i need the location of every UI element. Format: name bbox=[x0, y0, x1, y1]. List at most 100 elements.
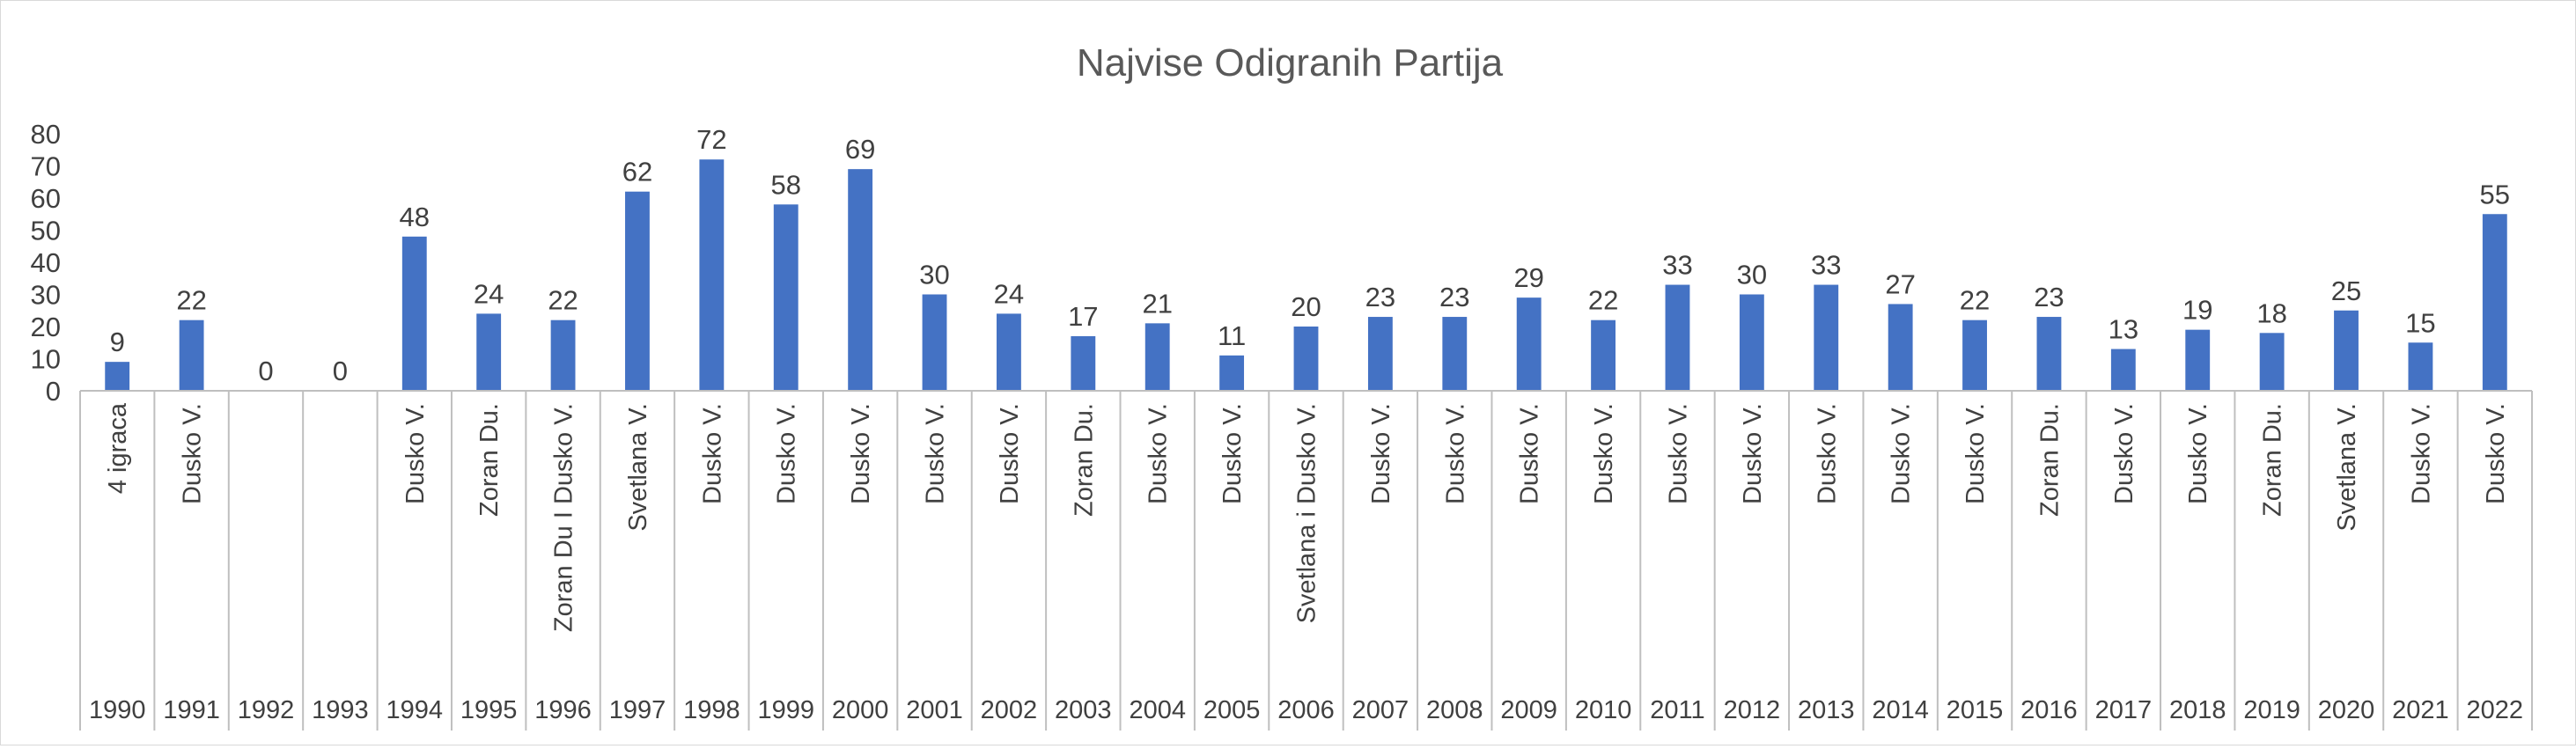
bar bbox=[1293, 327, 1319, 391]
category-year-label: 2022 bbox=[2467, 696, 2524, 724]
y-tick-label: 40 bbox=[31, 247, 61, 278]
data-label: 24 bbox=[474, 278, 504, 309]
bar bbox=[179, 319, 204, 391]
category-year-label: 2001 bbox=[906, 696, 963, 724]
data-label: 0 bbox=[333, 356, 348, 386]
category-year-label: 2013 bbox=[1798, 696, 1855, 724]
data-label: 29 bbox=[1513, 262, 1543, 293]
bar bbox=[996, 313, 1021, 391]
data-label: 27 bbox=[1885, 268, 1915, 299]
data-label: 23 bbox=[1439, 282, 1469, 312]
data-label: 17 bbox=[1068, 301, 1098, 332]
data-label: 62 bbox=[622, 157, 652, 187]
bar bbox=[848, 169, 873, 391]
data-label: 22 bbox=[1588, 285, 1618, 316]
bar bbox=[699, 159, 725, 391]
data-label: 18 bbox=[2256, 297, 2286, 328]
category-year-label: 2007 bbox=[1352, 696, 1409, 724]
category-player-label: Dusko V. bbox=[1590, 403, 1618, 504]
bar bbox=[1739, 294, 1764, 391]
category-player-label: Svetlana V. bbox=[624, 403, 652, 532]
category-year-label: 2006 bbox=[1277, 696, 1335, 724]
category-year-label: 2015 bbox=[1947, 696, 2004, 724]
y-tick-label: 60 bbox=[31, 183, 61, 214]
data-label: 48 bbox=[400, 202, 430, 232]
category-year-label: 1990 bbox=[89, 696, 146, 724]
category-year-label: 1993 bbox=[312, 696, 369, 724]
category-year-label: 2018 bbox=[2169, 696, 2226, 724]
category-player-label: Dusko V. bbox=[2110, 403, 2138, 504]
category-table: 1990 4 igraca 1991 Dusko V. 1992 1993 1994 Dusk… bbox=[79, 390, 2533, 731]
chart-title: Najvise Odigranih Partija bbox=[1077, 41, 1504, 84]
category-year-label: 1995 bbox=[460, 696, 518, 724]
data-label: 23 bbox=[1365, 282, 1395, 312]
category-year-label: 2017 bbox=[2095, 696, 2153, 724]
category-player-label: Dusko V. bbox=[1516, 403, 1544, 504]
category-player-label: Dusko V. bbox=[2184, 403, 2212, 504]
bar bbox=[105, 362, 130, 391]
data-label: 58 bbox=[771, 169, 801, 200]
data-label: 33 bbox=[1662, 250, 1692, 281]
bar bbox=[2482, 214, 2507, 391]
data-label: 24 bbox=[994, 278, 1024, 309]
bar bbox=[1962, 319, 1987, 391]
bar bbox=[625, 191, 650, 391]
category-player-label: Dusko V. bbox=[2407, 403, 2435, 504]
category-year-label: 2021 bbox=[2392, 696, 2449, 724]
data-labels: 9 22 0 0 48 24 22 62 72 58 69 30 24 17 21 11 20 23 23 29 22 3… bbox=[110, 124, 2510, 386]
data-label: 22 bbox=[1960, 285, 1990, 316]
category-player-label: Zoran Du. bbox=[1070, 403, 1098, 517]
bar bbox=[1591, 319, 1616, 391]
y-tick-label: 50 bbox=[31, 216, 61, 246]
data-label: 33 bbox=[1811, 250, 1841, 281]
bar bbox=[1071, 335, 1096, 391]
bars bbox=[105, 159, 2507, 391]
category-player-label: Zoran Du I Dusko V. bbox=[550, 403, 578, 632]
bar bbox=[1665, 284, 1690, 391]
category-year-label: 1998 bbox=[683, 696, 740, 724]
category-player-label: Dusko V. bbox=[1218, 403, 1247, 504]
bar bbox=[550, 319, 576, 391]
category-year-label: 2010 bbox=[1575, 696, 1632, 724]
data-label: 55 bbox=[2480, 179, 2510, 209]
bar bbox=[1888, 304, 1913, 391]
bar bbox=[773, 204, 799, 391]
category-year-label: 1992 bbox=[238, 696, 295, 724]
data-label: 22 bbox=[548, 285, 578, 316]
category-player-label: Dusko V. bbox=[1961, 403, 1990, 504]
data-label: 20 bbox=[1291, 291, 1321, 322]
category-year-label: 2008 bbox=[1426, 696, 1483, 724]
data-label: 19 bbox=[2182, 295, 2212, 326]
category-year-label: 1997 bbox=[609, 696, 666, 724]
y-tick-label: 10 bbox=[31, 344, 61, 375]
category-player-label: Dusko V. bbox=[401, 403, 430, 504]
category-year-label: 2014 bbox=[1872, 696, 1929, 724]
bar bbox=[1516, 297, 1542, 391]
category-player-label: Dusko V. bbox=[1888, 403, 1916, 504]
data-label: 9 bbox=[110, 327, 125, 357]
category-year-label: 2000 bbox=[832, 696, 889, 724]
data-label: 72 bbox=[696, 124, 726, 155]
data-label: 69 bbox=[845, 134, 875, 165]
bar bbox=[476, 313, 502, 391]
data-label: 0 bbox=[258, 356, 273, 386]
category-year-label: 1996 bbox=[534, 696, 592, 724]
bar bbox=[1814, 284, 1839, 391]
bar bbox=[2185, 329, 2211, 391]
bar bbox=[2408, 342, 2433, 391]
bar bbox=[1219, 355, 1245, 391]
category-player-label: Dusko V. bbox=[1144, 403, 1173, 504]
bar bbox=[2334, 310, 2359, 391]
category-year-label: 2004 bbox=[1129, 696, 1186, 724]
data-label: 11 bbox=[1218, 320, 1246, 351]
category-player-label: Dusko V. bbox=[773, 403, 801, 504]
category-player-label: Dusko V. bbox=[1664, 403, 1692, 504]
data-label: 13 bbox=[2109, 314, 2138, 345]
data-label: 15 bbox=[2405, 307, 2435, 338]
category-player-label: Dusko V. bbox=[2482, 403, 2510, 504]
category-player-label: Zoran Du. bbox=[2035, 403, 2064, 517]
category-player-label: Dusko V. bbox=[1441, 403, 1469, 504]
y-tick-label: 20 bbox=[31, 312, 61, 342]
